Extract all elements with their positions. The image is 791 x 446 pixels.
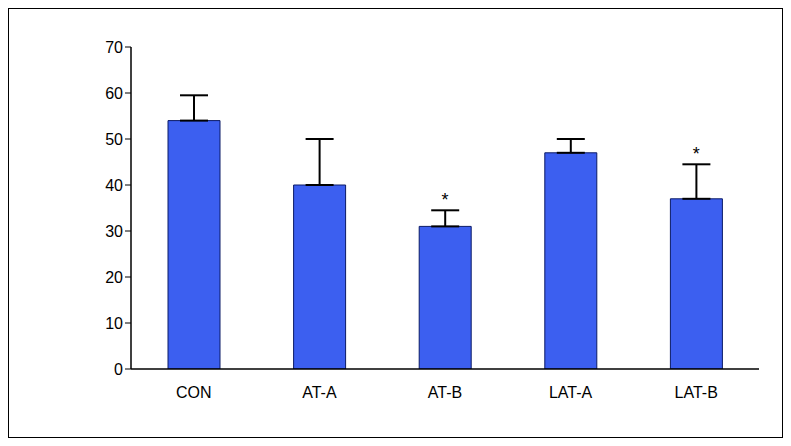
svg-text:40: 40 [105, 177, 123, 194]
svg-text:LAT-B: LAT-B [675, 384, 718, 401]
svg-text:10: 10 [105, 315, 123, 332]
svg-text:*: * [693, 144, 700, 164]
svg-text:LAT-A: LAT-A [549, 384, 593, 401]
svg-text:*: * [441, 190, 448, 210]
svg-text:70: 70 [105, 39, 123, 56]
svg-text:50: 50 [105, 131, 123, 148]
svg-text:AT-B: AT-B [428, 384, 462, 401]
svg-text:0: 0 [114, 361, 123, 378]
svg-text:AT-A: AT-A [302, 384, 337, 401]
svg-text:60: 60 [105, 85, 123, 102]
svg-text:30: 30 [105, 223, 123, 240]
svg-text:CON: CON [176, 384, 212, 401]
svg-text:20: 20 [105, 269, 123, 286]
